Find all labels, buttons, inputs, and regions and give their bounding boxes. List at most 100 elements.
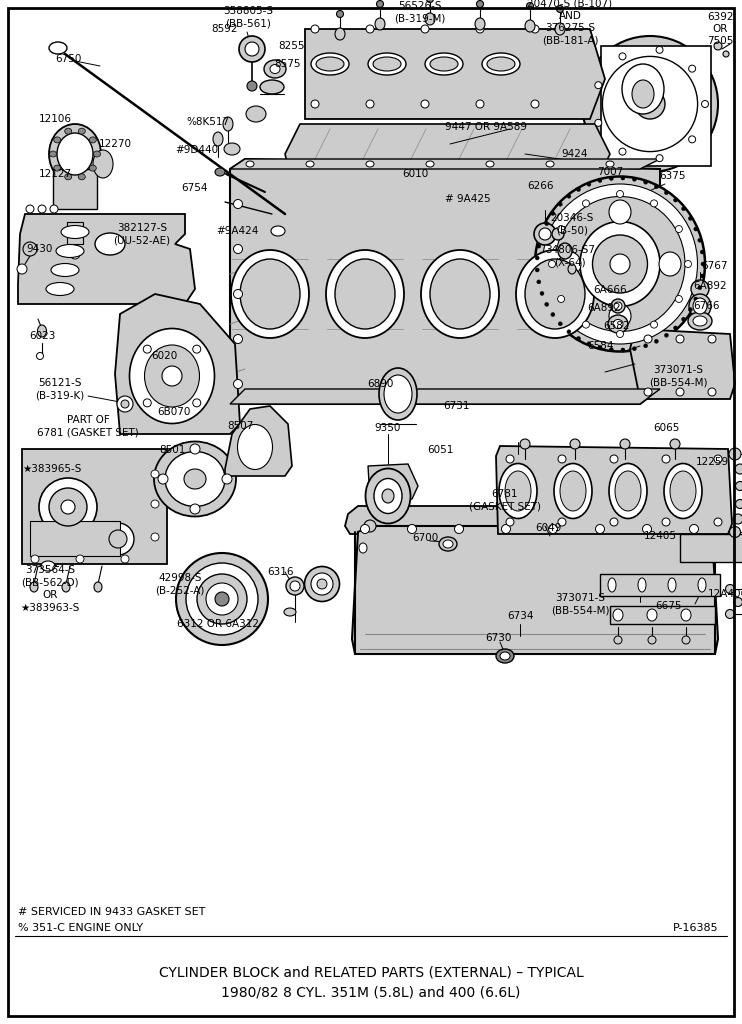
Ellipse shape <box>615 471 641 511</box>
Ellipse shape <box>668 578 676 592</box>
Ellipse shape <box>49 124 101 184</box>
Text: 1980/82 8 CYL. 351M (5.8L) and 400 (6.6L): 1980/82 8 CYL. 351M (5.8L) and 400 (6.6L… <box>221 985 521 999</box>
Ellipse shape <box>700 274 704 278</box>
Ellipse shape <box>476 0 484 7</box>
Ellipse shape <box>151 500 159 508</box>
Ellipse shape <box>50 151 56 157</box>
Ellipse shape <box>651 322 657 328</box>
Ellipse shape <box>239 36 265 62</box>
Ellipse shape <box>664 464 702 518</box>
Ellipse shape <box>304 566 340 601</box>
Ellipse shape <box>162 366 182 386</box>
Polygon shape <box>230 159 660 169</box>
Bar <box>30 521 120 556</box>
Ellipse shape <box>675 296 683 302</box>
Ellipse shape <box>374 478 402 513</box>
Ellipse shape <box>443 540 453 548</box>
Ellipse shape <box>39 478 97 536</box>
Ellipse shape <box>609 464 647 518</box>
Polygon shape <box>368 464 418 499</box>
Ellipse shape <box>361 524 370 534</box>
Ellipse shape <box>700 250 704 254</box>
Ellipse shape <box>632 177 637 181</box>
Ellipse shape <box>620 439 630 449</box>
Text: 6010: 6010 <box>402 169 428 179</box>
Ellipse shape <box>286 577 304 595</box>
Text: 6730: 6730 <box>485 633 511 643</box>
Ellipse shape <box>556 5 563 12</box>
Ellipse shape <box>644 388 652 396</box>
Text: 6700: 6700 <box>412 534 438 543</box>
Text: 6750: 6750 <box>55 54 82 63</box>
Ellipse shape <box>542 184 697 344</box>
Ellipse shape <box>662 455 670 463</box>
Ellipse shape <box>366 161 374 167</box>
Ellipse shape <box>726 609 735 618</box>
Ellipse shape <box>689 216 692 220</box>
Ellipse shape <box>89 137 96 143</box>
Ellipse shape <box>708 335 716 343</box>
Ellipse shape <box>247 81 257 91</box>
Ellipse shape <box>206 583 238 615</box>
Ellipse shape <box>664 190 669 195</box>
Ellipse shape <box>61 500 75 514</box>
Ellipse shape <box>366 100 374 108</box>
Ellipse shape <box>17 264 27 274</box>
Text: 8592: 8592 <box>211 24 237 34</box>
Ellipse shape <box>610 518 618 526</box>
Ellipse shape <box>610 455 618 463</box>
Ellipse shape <box>558 518 566 526</box>
Ellipse shape <box>476 100 484 108</box>
Ellipse shape <box>694 227 697 231</box>
Ellipse shape <box>165 452 225 507</box>
Ellipse shape <box>609 176 614 180</box>
Ellipse shape <box>70 249 80 259</box>
Ellipse shape <box>326 250 404 338</box>
Ellipse shape <box>335 259 395 329</box>
Text: 6023: 6023 <box>29 331 55 341</box>
Ellipse shape <box>421 250 499 338</box>
Text: 9447 OR 9A589: 9447 OR 9A589 <box>445 122 527 132</box>
Ellipse shape <box>545 221 549 225</box>
Ellipse shape <box>697 286 702 290</box>
Ellipse shape <box>674 198 677 202</box>
Ellipse shape <box>57 133 93 175</box>
Ellipse shape <box>234 335 243 343</box>
Ellipse shape <box>121 400 129 408</box>
Ellipse shape <box>598 178 602 182</box>
Text: 6A892: 6A892 <box>693 281 727 291</box>
Polygon shape <box>345 506 725 534</box>
Text: 6734: 6734 <box>507 611 533 621</box>
Ellipse shape <box>603 56 697 152</box>
Ellipse shape <box>284 608 296 616</box>
Text: 6767: 6767 <box>700 261 727 271</box>
Ellipse shape <box>49 488 87 526</box>
Ellipse shape <box>264 60 286 78</box>
Text: 8575: 8575 <box>274 59 301 69</box>
Text: 6754: 6754 <box>181 183 207 193</box>
Ellipse shape <box>693 316 707 326</box>
Ellipse shape <box>689 307 692 311</box>
Ellipse shape <box>651 200 657 207</box>
Ellipse shape <box>676 388 684 396</box>
Ellipse shape <box>496 649 514 663</box>
Ellipse shape <box>234 200 243 209</box>
Ellipse shape <box>290 581 300 591</box>
Polygon shape <box>115 294 240 434</box>
Ellipse shape <box>505 471 531 511</box>
Ellipse shape <box>193 399 201 407</box>
Ellipse shape <box>151 534 159 541</box>
Ellipse shape <box>231 250 309 338</box>
Ellipse shape <box>729 449 741 460</box>
Text: ★383965-S: ★383965-S <box>22 464 82 474</box>
Ellipse shape <box>143 399 151 407</box>
Ellipse shape <box>234 290 243 299</box>
Text: 6020: 6020 <box>151 351 177 361</box>
Ellipse shape <box>662 518 670 526</box>
Text: 9424: 9424 <box>562 150 588 159</box>
Ellipse shape <box>421 25 429 33</box>
Ellipse shape <box>359 543 367 553</box>
Ellipse shape <box>610 254 630 274</box>
Ellipse shape <box>430 259 490 329</box>
Ellipse shape <box>76 555 84 563</box>
